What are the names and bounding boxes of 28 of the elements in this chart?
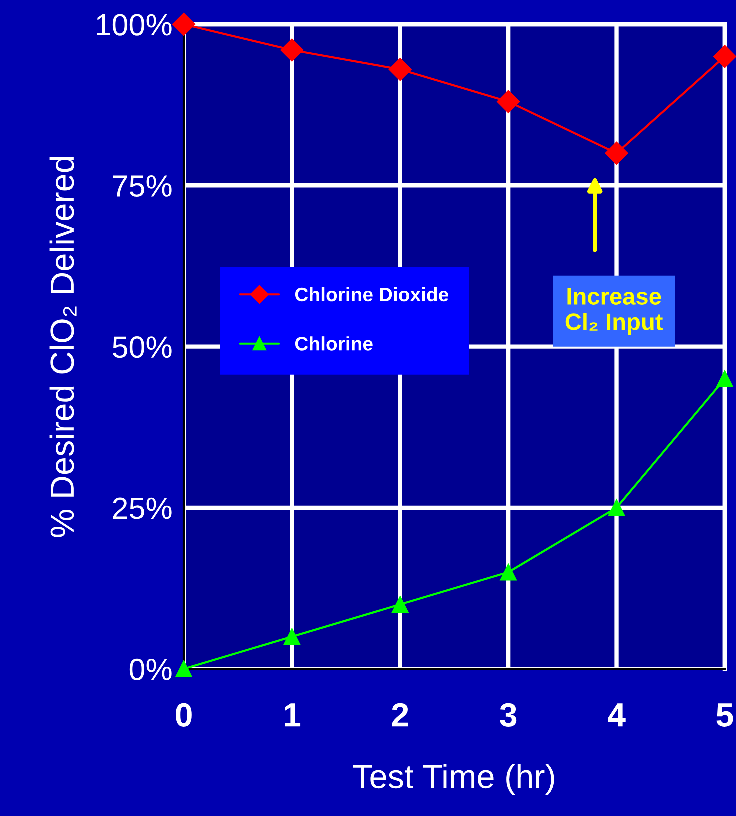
x-tick-label: 3 <box>500 703 517 727</box>
point <box>497 90 520 114</box>
x-tick-label: 2 <box>392 703 408 727</box>
y-tick-label: 25% <box>113 498 172 520</box>
point <box>605 142 628 165</box>
point <box>713 45 736 68</box>
point <box>716 370 734 388</box>
y-tick-label: 0% <box>130 658 172 680</box>
point <box>280 38 304 62</box>
y-tick-label: 100% <box>97 14 172 36</box>
point <box>500 564 517 581</box>
annotation: Increase Cl₂ Input <box>566 288 663 336</box>
legend-label: Chlorine Dioxide <box>295 287 448 302</box>
y-tick-label: 75% <box>113 176 172 198</box>
y-axis-title: % Desired ClO₂ Delivered <box>50 157 77 538</box>
legend-label: Chlorine <box>295 336 373 351</box>
x-tick-label: 1 <box>285 704 301 727</box>
point <box>388 58 412 82</box>
x-tick-label: 0 <box>176 703 192 727</box>
y-tick-label: 50% <box>112 336 172 358</box>
x-axis-title: Test Time (hr) <box>353 764 554 796</box>
point <box>172 12 196 36</box>
point <box>176 660 192 678</box>
point <box>392 596 409 613</box>
x-tick-label: 5 <box>716 704 734 727</box>
point <box>284 628 301 646</box>
x-tick-label: 4 <box>608 704 626 727</box>
point <box>608 500 626 516</box>
